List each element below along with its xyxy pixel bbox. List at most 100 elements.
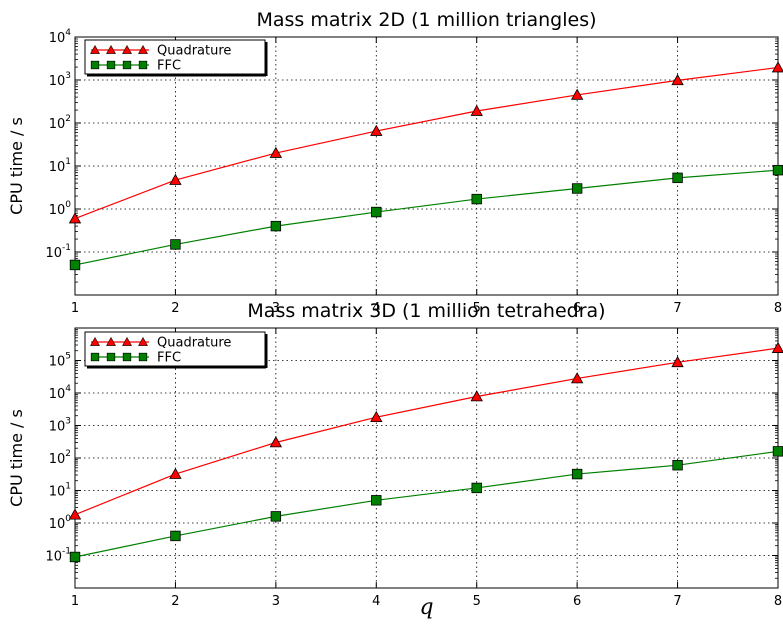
x-tick-label: 3 bbox=[272, 301, 280, 316]
panel-mass-matrix-2d: Mass matrix 2D (1 million triangles)10-1… bbox=[7, 9, 783, 316]
y-tick-exponent: -1 bbox=[62, 547, 71, 557]
x-axis-label: q bbox=[419, 595, 433, 620]
y-tick-base: 10 bbox=[49, 517, 66, 532]
x-tick-label: 4 bbox=[372, 301, 380, 316]
y-tick-exponent: 5 bbox=[65, 352, 71, 362]
data-point-ffc bbox=[270, 220, 282, 232]
data-point-quadrature bbox=[370, 124, 383, 136]
series-line-ffc bbox=[74, 169, 779, 266]
y-tick-label: 104 bbox=[49, 28, 72, 46]
x-tick-label: 6 bbox=[573, 301, 581, 316]
y-tick-label: 100 bbox=[49, 200, 72, 218]
series-quadrature bbox=[68, 341, 783, 520]
y-tick-label: 101 bbox=[49, 482, 71, 500]
y-tick-base: 10 bbox=[45, 246, 62, 261]
legend-label-quadrature: Quadrature bbox=[157, 336, 231, 351]
legend-marker-quadrature bbox=[106, 44, 116, 54]
y-tick-label: 105 bbox=[49, 352, 71, 370]
y-tick-label: 103 bbox=[49, 71, 71, 89]
data-point-ffc bbox=[170, 530, 181, 542]
y-tick-label: 101 bbox=[49, 157, 71, 175]
legend-marker-ffc bbox=[122, 60, 132, 70]
data-point-ffc bbox=[471, 193, 482, 205]
data-point-ffc bbox=[772, 446, 783, 457]
legend-marker-quadrature bbox=[138, 336, 148, 346]
data-point-ffc bbox=[571, 468, 583, 480]
legend-marker-ffc bbox=[90, 352, 100, 362]
y-tick-label: 103 bbox=[49, 417, 71, 435]
data-point-ffc bbox=[69, 259, 81, 271]
data-point-quadrature bbox=[470, 390, 483, 402]
x-tick-label: 1 bbox=[71, 301, 79, 316]
data-point-ffc bbox=[170, 239, 181, 250]
data-point-quadrature bbox=[370, 410, 383, 423]
data-point-quadrature bbox=[771, 341, 783, 353]
x-tick-label: 1 bbox=[71, 594, 79, 609]
panel-mass-matrix-3d: Mass matrix 3D (1 million tetrahedra)10-… bbox=[7, 300, 783, 620]
plot-frame bbox=[74, 327, 779, 589]
data-point-quadrature bbox=[269, 146, 283, 158]
legend-marker-quadrature bbox=[138, 44, 148, 54]
legend-marker-quadrature bbox=[90, 336, 100, 346]
data-point-ffc bbox=[69, 551, 81, 563]
y-tick-label: 10-1 bbox=[45, 243, 71, 261]
series-quadrature bbox=[68, 61, 783, 224]
series-line-ffc bbox=[74, 450, 779, 558]
x-tick-label: 4 bbox=[372, 594, 380, 609]
y-axis-label: CPU time / s bbox=[7, 409, 26, 507]
data-point-ffc bbox=[371, 495, 382, 506]
legend-marker-ffc bbox=[122, 352, 132, 362]
legend-marker-quadrature bbox=[122, 336, 132, 346]
series-ffc bbox=[69, 164, 783, 271]
y-tick-exponent: 1 bbox=[65, 482, 71, 492]
legend-marker-ffc bbox=[90, 60, 100, 70]
data-point-quadrature bbox=[68, 508, 82, 520]
y-tick-exponent: 0 bbox=[65, 514, 71, 524]
data-point-quadrature bbox=[169, 467, 182, 479]
legend-marker-quadrature bbox=[106, 336, 116, 346]
y-tick-exponent: 4 bbox=[65, 384, 71, 394]
data-point-quadrature bbox=[771, 61, 783, 73]
y-tick-base: 10 bbox=[49, 387, 66, 402]
data-point-ffc bbox=[772, 164, 783, 176]
data-point-ffc bbox=[571, 183, 583, 194]
x-tick-label: 8 bbox=[774, 594, 782, 609]
y-tick-base: 10 bbox=[49, 117, 66, 132]
x-tick-label: 6 bbox=[573, 594, 581, 609]
y-tick-base: 10 bbox=[49, 420, 66, 435]
y-tick-base: 10 bbox=[49, 74, 66, 89]
y-tick-base: 10 bbox=[49, 452, 66, 467]
legend-marker-ffc bbox=[138, 352, 148, 362]
y-axis-label: CPU time / s bbox=[7, 117, 26, 215]
y-tick-exponent: 2 bbox=[65, 114, 71, 124]
legend-marker-quadrature bbox=[122, 44, 132, 54]
y-tick-base: 10 bbox=[49, 355, 66, 370]
y-tick-exponent: 3 bbox=[65, 71, 71, 81]
data-point-quadrature bbox=[671, 355, 684, 368]
y-tick-exponent: 3 bbox=[65, 417, 71, 427]
y-tick-base: 10 bbox=[45, 550, 62, 565]
y-tick-label: 102 bbox=[49, 114, 71, 132]
x-tick-label: 7 bbox=[673, 301, 681, 316]
legend-marker-quadrature bbox=[90, 44, 100, 54]
legend-label-ffc: FFC bbox=[157, 59, 181, 74]
y-tick-exponent: 2 bbox=[65, 449, 71, 459]
data-point-quadrature bbox=[68, 212, 82, 224]
chart-title: Mass matrix 3D (1 million tetrahedra) bbox=[247, 300, 605, 322]
y-tick-base: 10 bbox=[49, 31, 66, 46]
y-tick-base: 10 bbox=[49, 203, 66, 218]
data-point-quadrature bbox=[570, 372, 584, 384]
y-tick-exponent: 1 bbox=[65, 157, 71, 167]
chart-title: Mass matrix 2D (1 million triangles) bbox=[256, 9, 596, 31]
y-tick-exponent: -1 bbox=[62, 243, 71, 253]
data-point-ffc bbox=[672, 172, 683, 184]
y-tick-base: 10 bbox=[49, 160, 66, 175]
data-point-ffc bbox=[371, 206, 382, 218]
y-tick-exponent: 0 bbox=[65, 200, 71, 210]
y-tick-label: 10-1 bbox=[45, 547, 71, 565]
x-tick-label: 3 bbox=[272, 594, 280, 609]
y-tick-base: 10 bbox=[49, 485, 66, 500]
